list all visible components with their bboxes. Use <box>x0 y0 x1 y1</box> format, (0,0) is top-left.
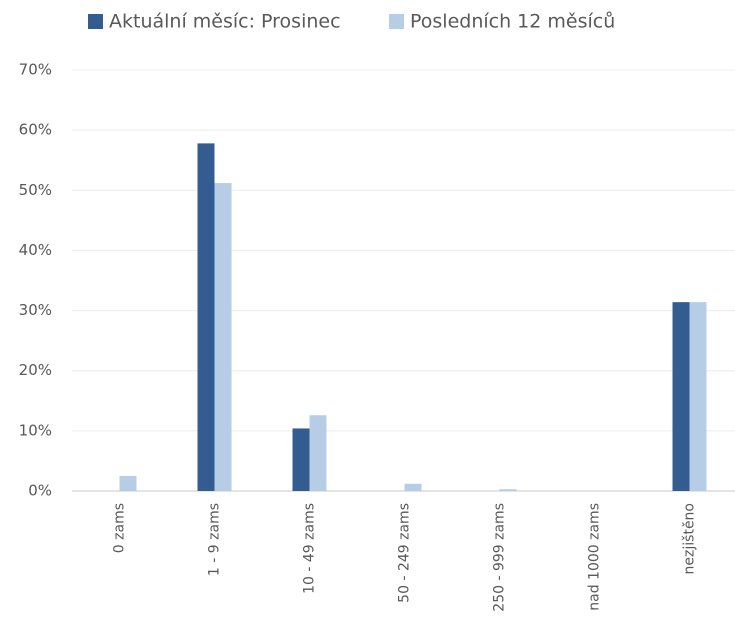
bar <box>689 302 707 491</box>
y-tick-label: 0% <box>28 482 52 500</box>
y-tick-label: 30% <box>19 301 52 319</box>
bar <box>404 483 422 491</box>
x-tick-label: 10 - 49 zams <box>302 503 318 594</box>
x-tick-label: 1 - 9 zams <box>207 503 223 576</box>
legend-swatch <box>88 14 103 29</box>
bar <box>309 415 327 491</box>
bar <box>197 143 215 492</box>
x-tick-label: nezjištěno <box>682 503 698 574</box>
x-tick-label: 50 - 249 zams <box>397 503 413 603</box>
y-tick-label: 60% <box>19 121 52 139</box>
x-tick-label: 250 - 999 zams <box>492 503 508 612</box>
legend-label: Aktuální měsíc: Prosinec <box>109 11 341 33</box>
y-tick-label: 50% <box>19 181 52 199</box>
bar <box>214 183 232 491</box>
bar <box>119 475 137 491</box>
x-tick-label: nad 1000 zams <box>587 503 603 611</box>
x-tick-label: 0 zams <box>112 503 128 553</box>
y-tick-label: 10% <box>19 421 52 439</box>
y-tick-label: 40% <box>19 241 52 259</box>
legend-swatch <box>389 14 404 29</box>
bar <box>672 302 690 491</box>
y-tick-label: 70% <box>19 61 52 79</box>
legend-label: Posledních 12 měsíců <box>410 11 615 33</box>
bar <box>499 489 517 491</box>
y-tick-label: 20% <box>19 361 52 379</box>
bar <box>292 428 310 491</box>
